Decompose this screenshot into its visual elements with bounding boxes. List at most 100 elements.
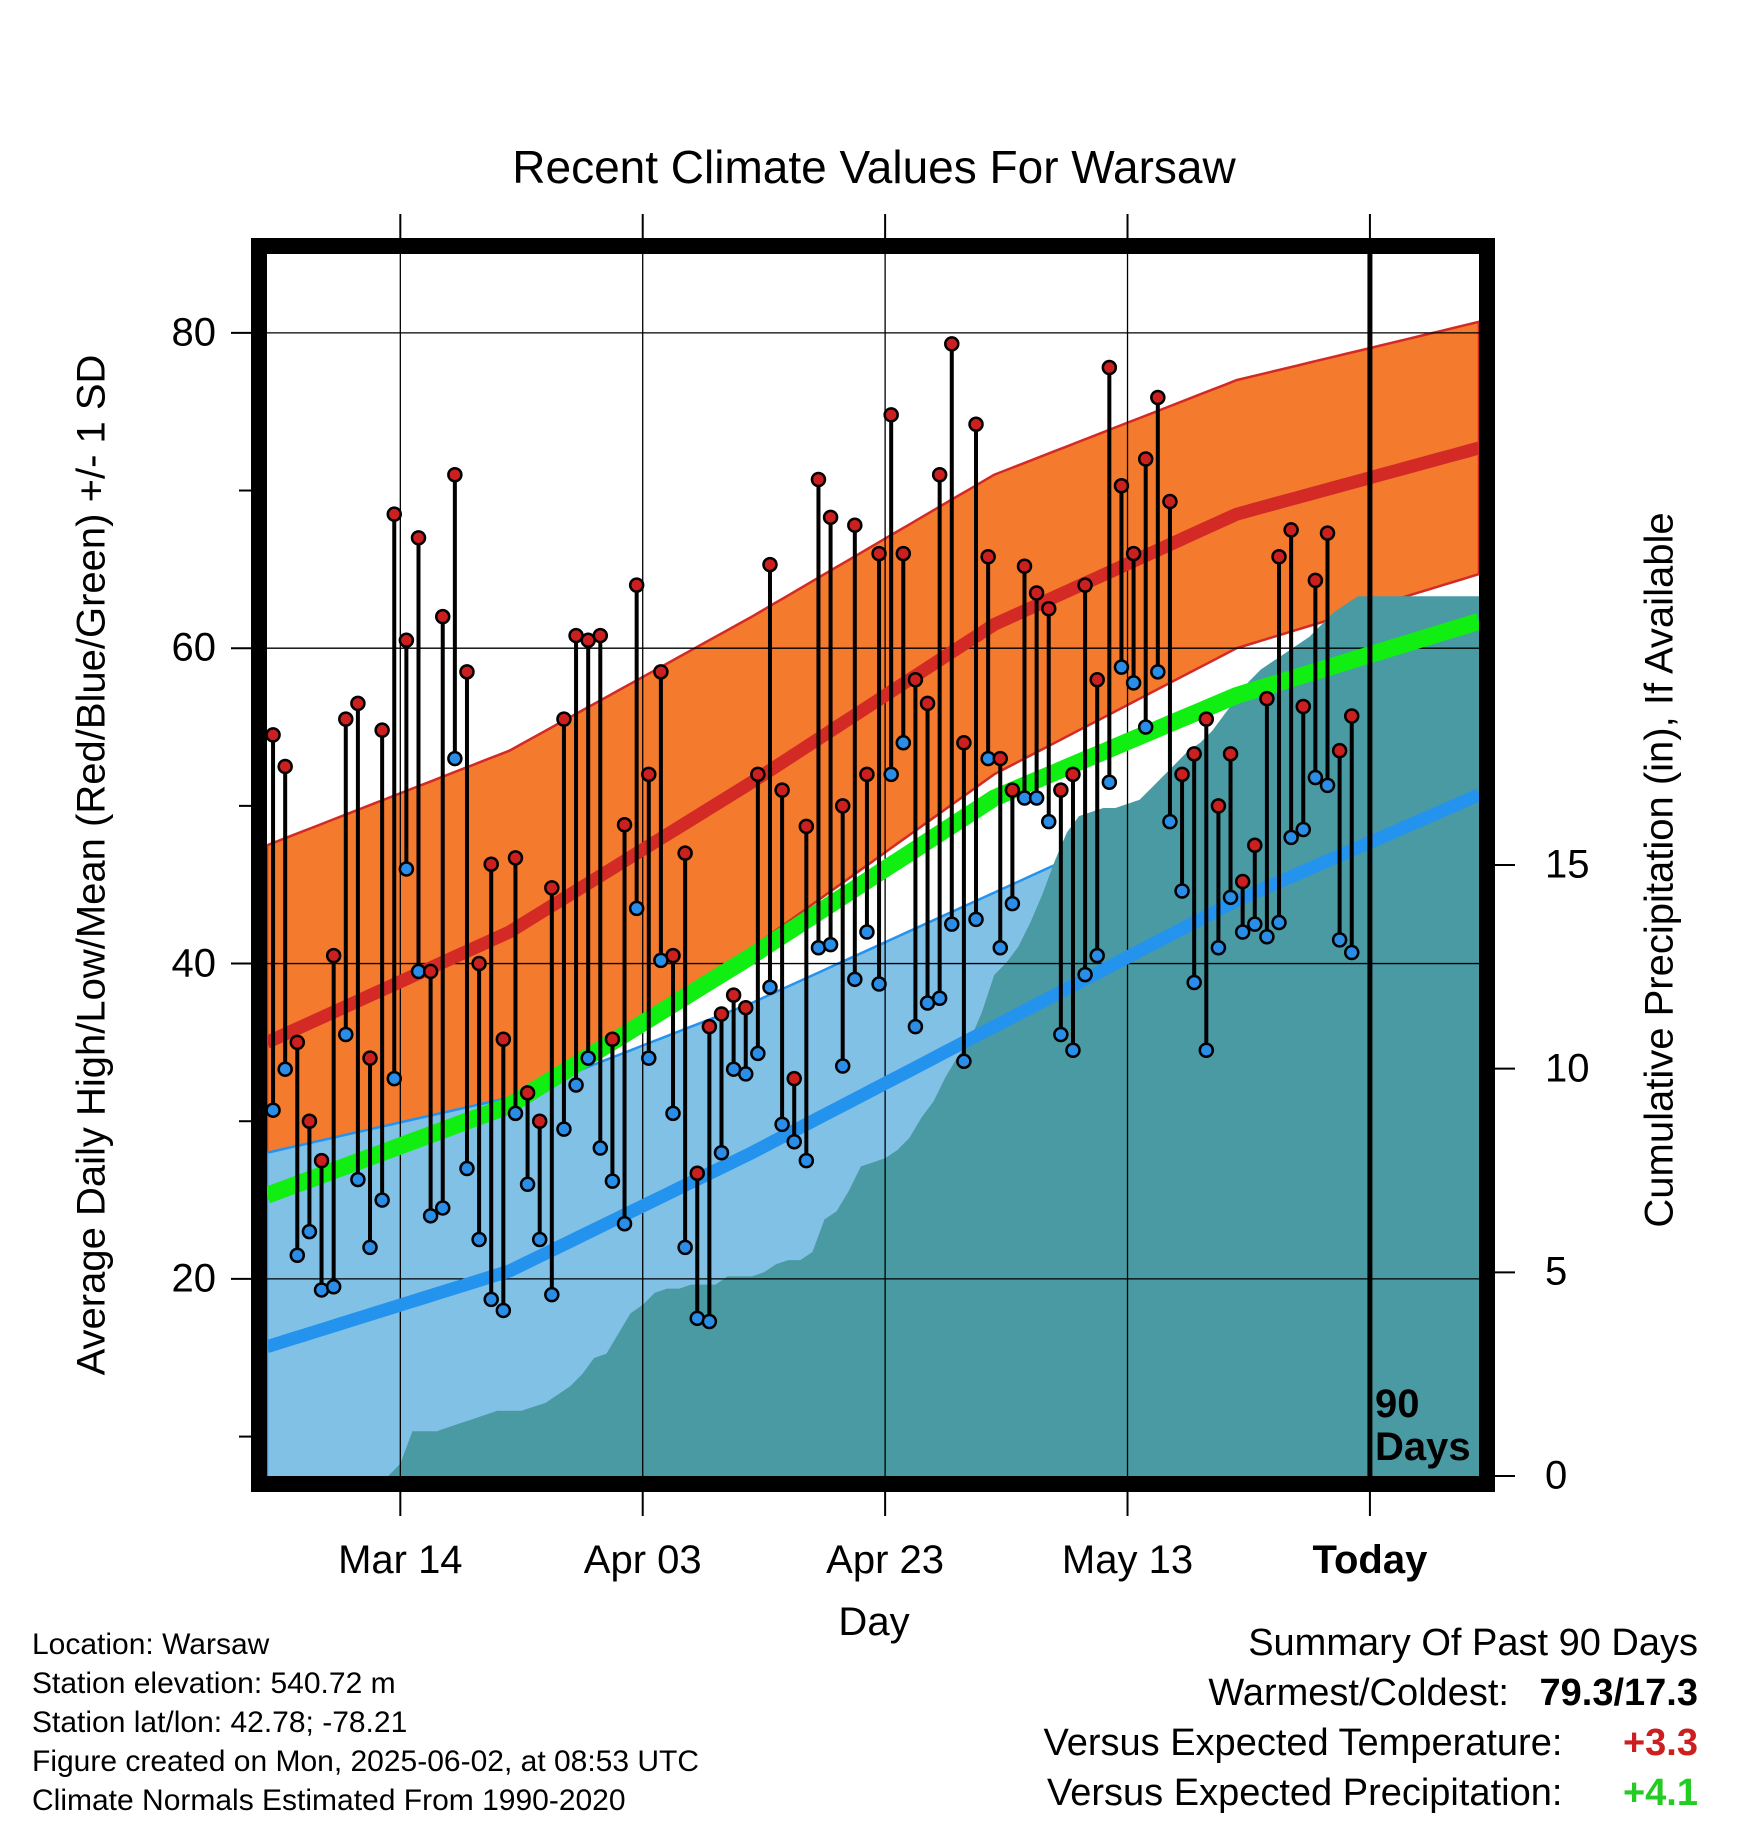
daily-high-point — [968, 416, 984, 433]
daily-low-point — [1259, 928, 1275, 945]
daily-low-point — [568, 1077, 584, 1093]
footer-location: Location: Warsaw — [32, 1628, 270, 1661]
daily-low-point — [1053, 1026, 1069, 1043]
daily-low-point — [774, 1116, 790, 1133]
today-annotation-number: 90 — [1375, 1382, 1420, 1426]
daily-high-point — [267, 727, 281, 743]
daily-low-point — [1222, 889, 1239, 906]
daily-low-point — [1004, 895, 1021, 912]
daily-low-point — [374, 1192, 390, 1208]
daily-high-point — [1295, 698, 1312, 715]
daily-high-point — [980, 548, 996, 565]
daily-low-point — [616, 1215, 633, 1232]
daily-high-point — [1331, 742, 1348, 759]
daily-high-point — [919, 695, 936, 712]
summary-warmest-label: Warmest/Coldest: — [1208, 1672, 1509, 1714]
daily-low-point — [556, 1121, 572, 1137]
daily-high-point — [507, 850, 524, 866]
daily-low-point — [641, 1050, 657, 1066]
daily-low-point — [1234, 924, 1251, 940]
daily-high-point — [544, 880, 560, 896]
daily-high-point — [350, 695, 366, 712]
daily-low-point — [847, 971, 863, 988]
daily-low-point — [592, 1140, 609, 1156]
daily-low-point — [1271, 914, 1287, 931]
daily-low-point — [786, 1133, 802, 1150]
daily-low-point — [398, 861, 415, 877]
daily-low-point — [713, 1145, 730, 1161]
daily-high-point — [907, 671, 924, 688]
summary-temp-row: Versus Expected Temperature: +3.3 — [1043, 1722, 1698, 1765]
daily-high-point — [398, 632, 415, 649]
daily-high-point — [847, 517, 863, 533]
daily-low-point — [471, 1231, 487, 1248]
daily-high-point — [895, 545, 912, 562]
daily-low-point — [1101, 774, 1118, 790]
cumulative-precip-fill — [267, 596, 1479, 1476]
y-tick-label-right: 10 — [1545, 1046, 1590, 1091]
daily-high-point — [495, 1031, 512, 1047]
daily-low-point — [871, 976, 887, 992]
daily-high-point — [1174, 766, 1190, 783]
daily-high-point — [750, 766, 766, 783]
footer-created: Figure created on Mon, 2025-06-02, at 08… — [32, 1745, 700, 1778]
daily-low-point — [956, 1053, 972, 1070]
daily-low-point — [1077, 966, 1093, 983]
daily-high-point — [725, 987, 742, 1003]
footer-latlon: Station lat/lon: 42.78; -78.21 — [32, 1706, 408, 1739]
summary-warmest-row: Warmest/Coldest: 79.3/17.3 — [1208, 1672, 1698, 1715]
daily-low-point — [895, 735, 912, 751]
y-axis-right-label: Cumulative Precipitation (in), If Availa… — [1637, 512, 1682, 1228]
daily-low-point — [944, 916, 960, 932]
daily-low-point — [386, 1070, 403, 1087]
daily-high-point — [1259, 690, 1275, 707]
daily-low-point — [580, 1050, 596, 1066]
daily-high-point — [1307, 572, 1324, 589]
summary-warmest-value: 79.3/17.3 — [1539, 1672, 1698, 1714]
daily-high-point — [1319, 525, 1336, 541]
daily-low-point — [1089, 947, 1105, 964]
daily-high-point — [1150, 389, 1166, 406]
daily-high-point — [483, 856, 499, 872]
daily-low-point — [907, 1018, 924, 1035]
x-tick-label: Today — [1312, 1538, 1428, 1582]
daily-high-point — [519, 1085, 536, 1101]
daily-low-point — [834, 1058, 851, 1074]
daily-high-point — [774, 782, 790, 798]
daily-high-point — [689, 1165, 706, 1182]
summary-precip-value: +4.1 — [1622, 1772, 1698, 1814]
daily-high-point — [883, 407, 899, 423]
daily-high-point — [410, 530, 427, 546]
daily-high-point — [338, 711, 354, 727]
daily-high-point — [301, 1113, 318, 1129]
daily-low-point — [289, 1247, 306, 1264]
y-axis-left-label: Average Daily High/Low/Mean (Red/Blue/Gr… — [69, 354, 114, 1376]
daily-high-point — [434, 608, 451, 625]
daily-high-point — [1016, 558, 1033, 574]
daily-high-point — [289, 1034, 306, 1051]
daily-high-point — [374, 722, 390, 738]
daily-high-point — [1077, 577, 1093, 593]
daily-high-point — [1271, 548, 1287, 565]
daily-low-point — [362, 1239, 378, 1256]
daily-low-point — [338, 1026, 354, 1043]
daily-low-point — [677, 1239, 693, 1256]
daily-low-point — [931, 990, 948, 1006]
daily-low-point — [267, 1102, 281, 1118]
daily-high-point — [1234, 873, 1251, 890]
daily-low-point — [1065, 1042, 1081, 1059]
daily-high-point — [604, 1031, 621, 1047]
daily-high-point — [362, 1050, 378, 1066]
daily-high-point — [992, 750, 1009, 767]
cumulative-precip-area — [267, 596, 1479, 1476]
daily-low-point — [883, 766, 899, 783]
daily-low-point — [968, 911, 984, 928]
daily-high-point — [859, 766, 875, 783]
daily-high-point — [1247, 837, 1263, 854]
daily-low-point — [1247, 916, 1263, 932]
daily-low-point — [519, 1176, 536, 1193]
y-tick-label-left: 40 — [171, 941, 217, 986]
daily-high-point — [701, 1018, 718, 1035]
y-tick-label-right: 15 — [1545, 842, 1590, 887]
